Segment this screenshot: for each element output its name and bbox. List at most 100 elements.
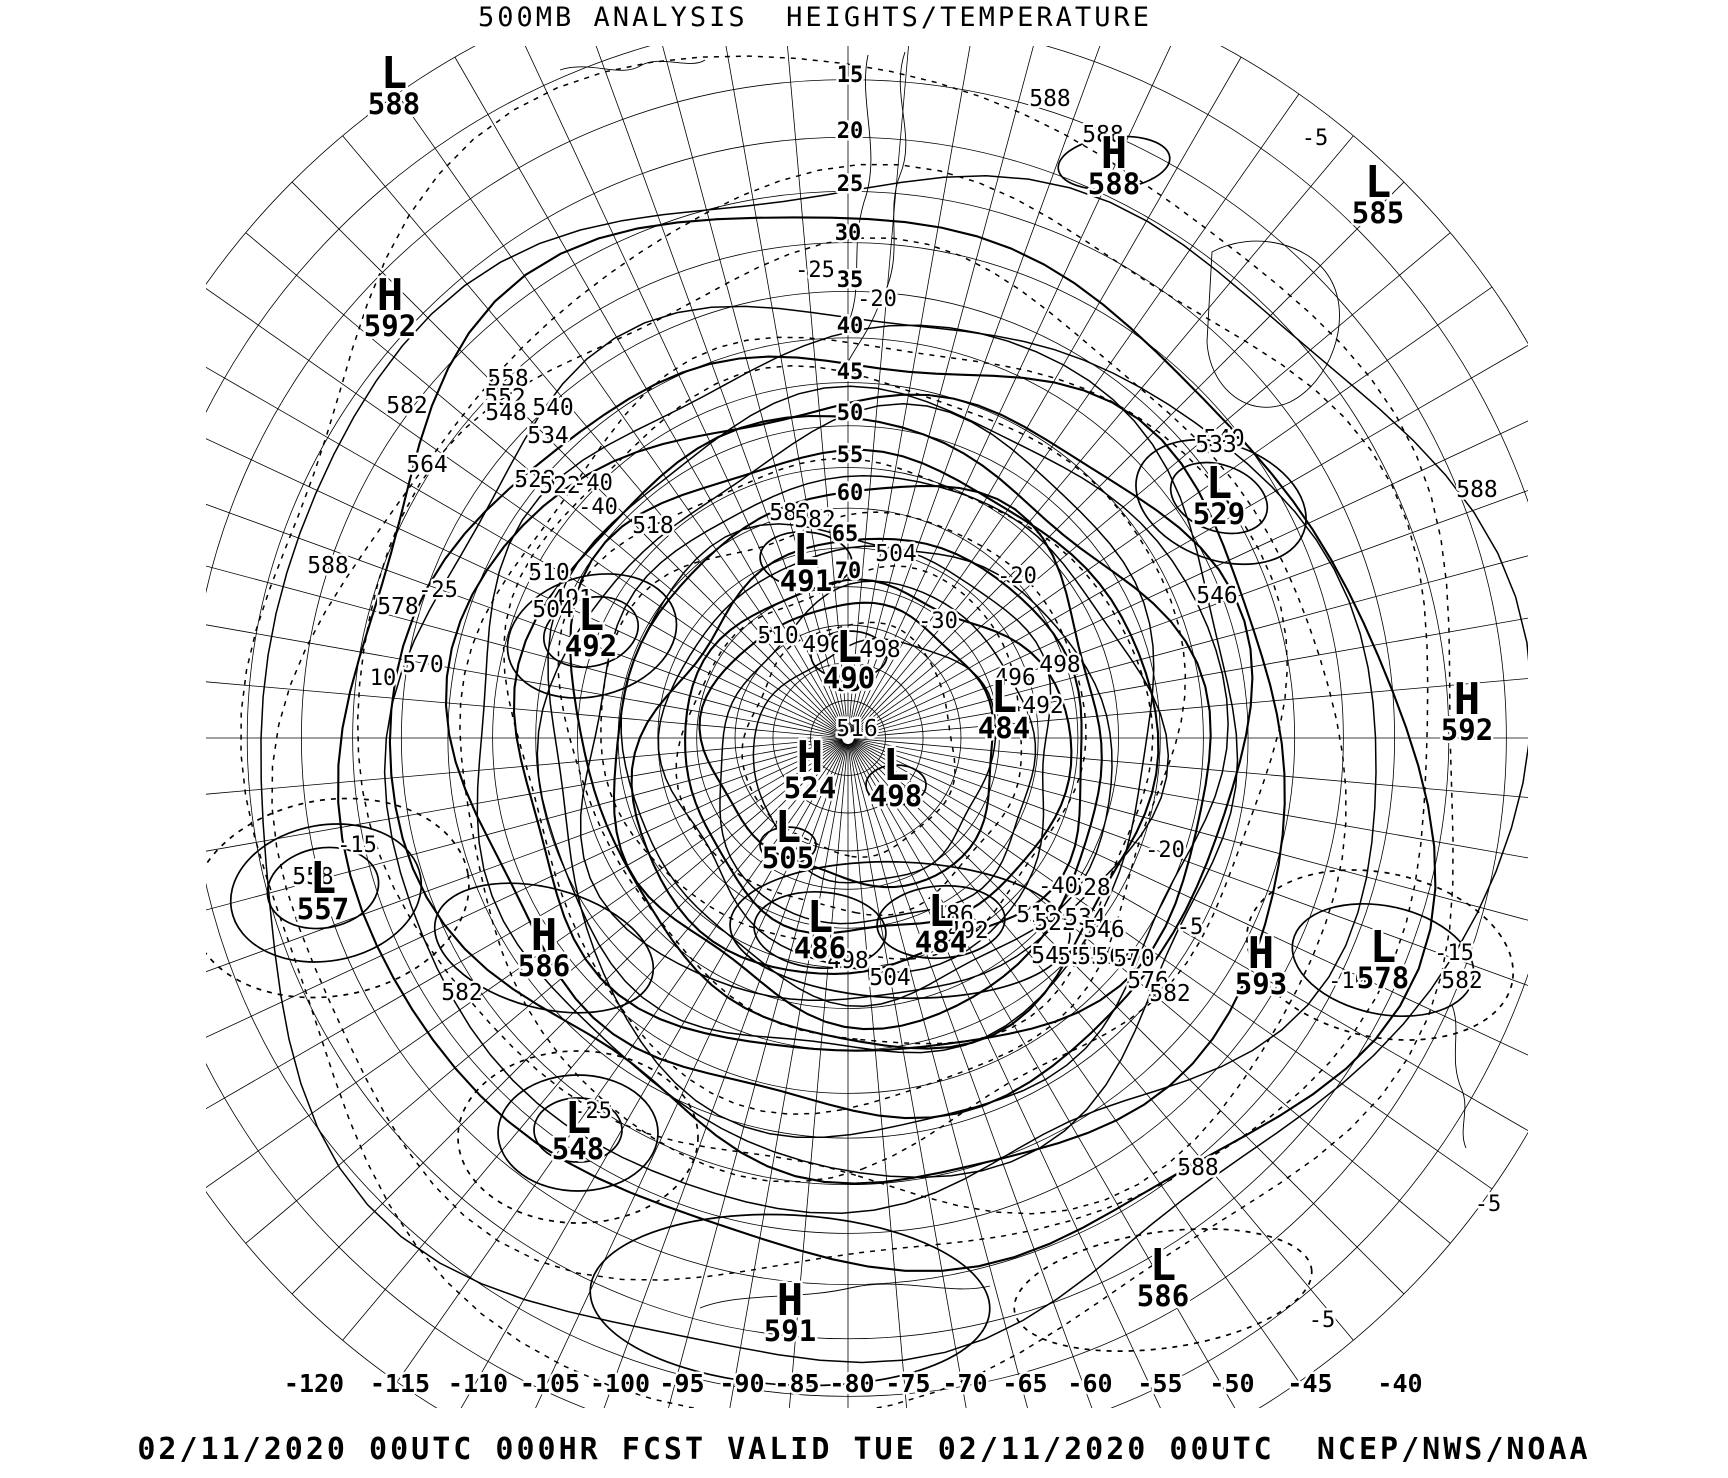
temperature-contour: [240, 55, 1454, 1408]
height-contour-label: 496: [994, 665, 1036, 691]
temperature-contour-label: -15: [337, 833, 377, 858]
coastline-fragment: [699, 1283, 991, 1309]
height-contour-label: 510: [757, 623, 799, 649]
high-center-letter: H: [797, 732, 824, 783]
height-contour-label: 528: [1069, 875, 1111, 901]
height-contour-label: 510: [528, 560, 570, 586]
pressure-cell-contour: [1291, 902, 1475, 1018]
pressure-center-value: 529: [1193, 497, 1245, 531]
pressure-cell-contour: [457, 1050, 699, 1224]
height-contour-label: 546: [1083, 917, 1125, 943]
longitude-label: -65: [1002, 1369, 1047, 1398]
graticule-meridian: [851, 181, 1405, 735]
graticule-meridian: [850, 46, 1172, 733]
pressure-cell-contour: [1013, 1228, 1313, 1352]
pressure-center-value: 490: [823, 661, 875, 695]
graticule-meridian: [206, 740, 844, 1110]
height-contour-label: 582: [386, 393, 428, 419]
low-center-letter: L: [310, 853, 337, 904]
graticule-meridian: [853, 739, 1528, 986]
low-center-letter: L: [1150, 1240, 1177, 1291]
height-contour-label: 578: [377, 594, 419, 620]
temperature-contour-label: -5: [1309, 1308, 1336, 1333]
pressure-center-value: 585: [1352, 196, 1404, 230]
height-contour: [547, 385, 1229, 1138]
graticule-meridian: [206, 741, 844, 1189]
longitude-label: -55: [1137, 1369, 1182, 1398]
height-contour-label: 498: [1039, 652, 1081, 678]
height-contour-label: 504: [532, 597, 574, 623]
longitude-label: -85: [774, 1369, 819, 1398]
low-center-letter: L: [578, 590, 605, 641]
temperature-contour-label: -5: [1475, 1192, 1502, 1217]
low-center-letter: L: [836, 622, 863, 673]
temperature-contour: [459, 336, 1289, 1183]
longitude-label: -50: [1209, 1369, 1254, 1398]
pressure-center-value: 592: [1441, 713, 1493, 747]
high-center-letter: H: [1248, 928, 1275, 979]
pressure-cell-contour: [876, 884, 1006, 960]
height-contour-label: 516: [836, 716, 878, 742]
coastline-fragment: [559, 59, 706, 71]
latitude-label: 85: [835, 672, 862, 697]
graticule-meridian: [853, 420, 1528, 736]
pressure-center-value: 484: [978, 711, 1030, 745]
pressure-cell-contour: [497, 1074, 659, 1192]
height-contour: [630, 537, 1083, 975]
pressure-cell-contour: [1135, 438, 1307, 566]
height-contour-label: 528: [514, 467, 556, 493]
height-contour-label: 492: [947, 918, 989, 944]
low-center-letter: L: [807, 892, 834, 943]
height-contour-label: 504: [875, 541, 917, 567]
longitude-label: -120: [284, 1369, 344, 1398]
latitude-label: 35: [837, 268, 864, 293]
low-center-letter: L: [1365, 157, 1392, 208]
latitude-label: 15: [837, 63, 864, 88]
pressure-cell-contour: [506, 573, 678, 699]
height-contour-label: 534: [1064, 905, 1106, 931]
pressure-cell-contour: [542, 596, 640, 668]
low-center-letter: L: [775, 802, 802, 853]
pressure-cell-contour: [589, 1213, 991, 1387]
height-contour-label: 558: [487, 366, 529, 392]
graticule-meridian: [396, 93, 845, 734]
temperature-contour-label: -40: [1038, 874, 1078, 899]
graticule-meridian: [849, 743, 1028, 1408]
pressure-cell-contour: [1246, 869, 1514, 1041]
height-contour-label: 534: [527, 423, 569, 449]
pressure-center-value: 484: [915, 925, 967, 959]
high-center-letter: H: [531, 910, 558, 961]
graticule-meridian: [535, 743, 846, 1408]
temperature-contour-label: 10: [370, 666, 397, 691]
graticule-meridian: [206, 624, 843, 738]
height-contour: [476, 324, 1239, 1179]
height-contour-label: 504: [869, 965, 911, 991]
height-contour: [337, 216, 1437, 1272]
height-contour-label: 582: [1441, 968, 1483, 994]
graticule-meridian: [852, 740, 1528, 1132]
pressure-cell-contour: [433, 882, 655, 1014]
temperature-contour-label: -15: [1434, 941, 1474, 966]
longitude-label: -40: [1377, 1369, 1422, 1398]
graticule-meridian: [849, 743, 1093, 1408]
pressure-cell-contour: [229, 823, 423, 963]
temperature-contour-label: -20: [857, 287, 897, 312]
graticule-meridian: [851, 741, 1405, 1295]
high-center-letter: H: [377, 270, 404, 321]
graticule-meridian: [668, 743, 847, 1408]
height-contour-label: 540: [1203, 426, 1245, 452]
pressure-cell-contour: [533, 1097, 623, 1163]
temperature-contours: [240, 55, 1454, 1408]
graticule-meridian: [849, 46, 1101, 733]
latitude-label: 50: [837, 401, 864, 426]
graticule-meridian: [853, 738, 1528, 859]
temperature-contour-label: -25: [795, 258, 835, 283]
pressure-center-value: 593: [1235, 967, 1287, 1001]
